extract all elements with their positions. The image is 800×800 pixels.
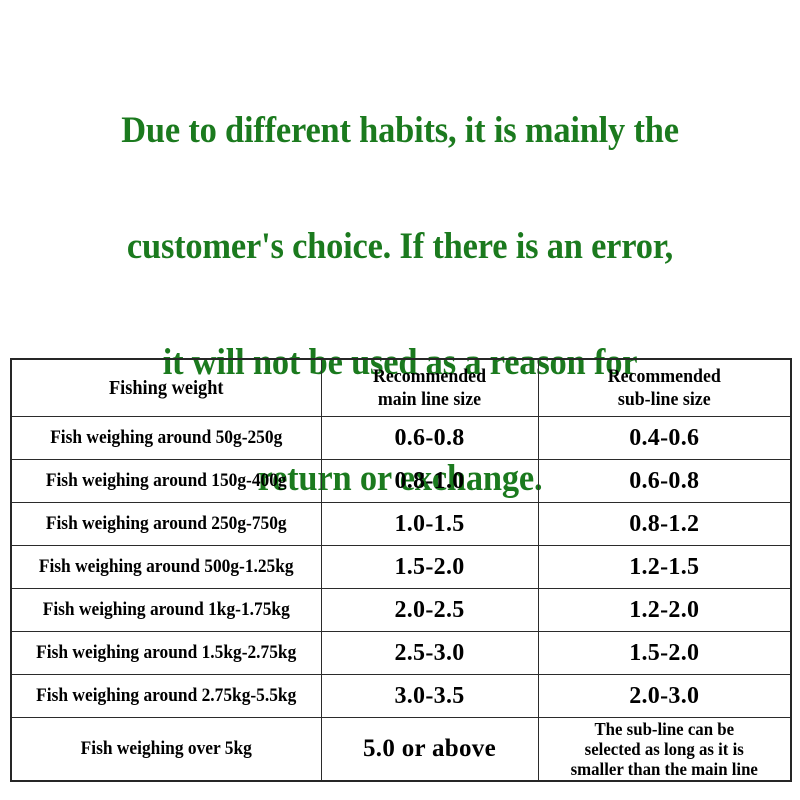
cell-sub-line-size-line-2: selected as long as it is [584,739,744,759]
cell-sub-line-size: 1.2-1.5 [537,545,792,589]
column-header-main-line-size: Recommended main line size [327,358,532,417]
cell-sub-line-size: 0.8-1.2 [537,502,792,546]
cell-sub-line-size: 1.2-2.0 [537,588,792,632]
cell-main-line-size: 1.0-1.5 [320,502,539,546]
cell-fishing-weight: Fish weighing around 500g-1.25kg [19,545,313,589]
table-row: Fish weighing around 500g-1.25kg 1.5-2.0… [11,545,792,589]
cell-sub-line-size: The sub-line can be selected as long as … [542,717,787,782]
table-row: Fish weighing around 1kg-1.75kg 2.0-2.5 … [11,588,792,632]
cell-sub-line-size-line-3: smaller than the main line [570,759,758,779]
column-header-main-line-size-line-2: main line size [377,389,482,410]
column-header-sub-line-size-line-2: sub-line size [617,389,711,410]
column-header-fishing-weight: Fishing weight [19,358,313,417]
cell-main-line-size: 2.5-3.0 [320,631,539,675]
cell-sub-line-size: 1.5-2.0 [537,631,792,675]
notice-heading-line-2: customer's choice. If there is an error, [126,226,674,267]
table-header-row: Fishing weight Recommended main line siz… [11,358,791,417]
fishing-line-size-table: Fishing weight Recommended main line siz… [10,358,792,782]
cell-main-line-size: 3.0-3.5 [320,674,539,718]
cell-main-line-size: 0.6-0.8 [320,416,539,460]
cell-sub-line-size: 0.4-0.6 [537,416,792,460]
cell-fishing-weight: Fish weighing around 150g-400g [19,459,313,503]
column-header-sub-line-size: Recommended sub-line size [545,358,784,417]
table-row: Fish weighing around 2.75kg-5.5kg 3.0-3.… [11,674,792,718]
cell-main-line-size: 0.8-1.0 [320,459,539,503]
table-row: Fish weighing over 5kg 5.0 or above The … [11,717,791,782]
table-row: Fish weighing around 150g-400g 0.8-1.0 0… [11,459,792,503]
table-row: Fish weighing around 50g-250g 0.6-0.8 0.… [11,416,792,460]
cell-sub-line-size: 2.0-3.0 [537,674,792,718]
cell-fishing-weight: Fish weighing over 5kg [19,717,313,782]
cell-main-line-size: 1.5-2.0 [320,545,539,589]
line-size-table-container: Fishing weight Recommended main line siz… [10,358,792,782]
cell-sub-line-size-line-1: The sub-line can be [594,719,735,739]
table-row: Fish weighing around 1.5kg-2.75kg 2.5-3.… [11,631,792,675]
cell-main-line-size: 5.0 or above [320,717,539,782]
column-header-sub-line-size-line-1: Recommended [607,366,721,387]
cell-main-line-size: 2.0-2.5 [320,588,539,632]
column-header-main-line-size-line-1: Recommended [372,366,487,387]
cell-fishing-weight: Fish weighing around 2.75kg-5.5kg [19,674,313,718]
cell-fishing-weight: Fish weighing around 50g-250g [19,416,313,460]
cell-fishing-weight: Fish weighing around 1.5kg-2.75kg [19,631,313,675]
notice-heading-line-1: Due to different habits, it is mainly th… [121,110,679,151]
cell-fishing-weight: Fish weighing around 1kg-1.75kg [19,588,313,632]
cell-sub-line-size: 0.6-0.8 [537,459,792,503]
table-row: Fish weighing around 250g-750g 1.0-1.5 0… [11,502,792,546]
cell-fishing-weight: Fish weighing around 250g-750g [19,502,313,546]
